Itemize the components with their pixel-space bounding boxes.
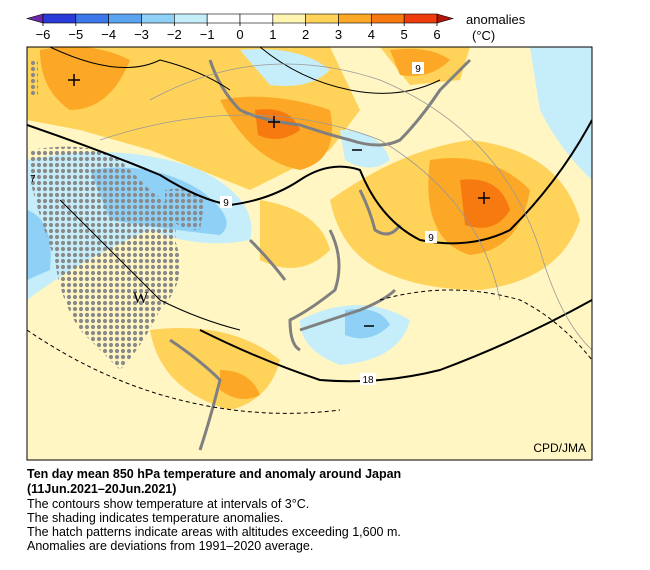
colorbar-tick-label: 6 — [433, 27, 440, 42]
caption-line: The hatch patterns indicate areas with a… — [27, 525, 401, 539]
colorbar-bin — [108, 13, 142, 24]
colorbar-tick-label: 0 — [236, 27, 243, 42]
colorbar-bin — [42, 13, 77, 24]
colorbar-tick-label: 5 — [401, 27, 408, 42]
caption-period: (11Jun.2021–20Jun.2021) — [27, 482, 176, 496]
coastline — [169, 58, 472, 451]
contour-label: 18 — [362, 375, 374, 386]
contour-label: 9 — [223, 198, 229, 209]
colorbar-tick-label: −3 — [134, 27, 149, 42]
contour-labels: 9 9 9 18 7 — [30, 62, 437, 386]
contour-label: 7 — [30, 174, 36, 185]
contour-label: 9 — [428, 233, 434, 244]
colorbar-bin — [174, 13, 208, 24]
colorbar-tick-label: −4 — [101, 27, 116, 42]
colorbar-bin — [403, 13, 438, 24]
contours — [27, 47, 592, 414]
map: 9 9 9 18 7 W CPD/JMA — [27, 47, 592, 460]
map-frame — [26, 46, 593, 461]
caption-title: Ten day mean 850 hPa temperature and ano… — [27, 467, 401, 481]
colorbar-tick-label: −6 — [36, 27, 51, 42]
colorbar-tick-label: 1 — [269, 27, 276, 42]
warm-shading-stronger — [255, 109, 510, 228]
high-terrain — [30, 146, 180, 370]
colorbar-bin — [239, 13, 274, 24]
contour-label: 9 — [415, 64, 421, 75]
caption-line: Anomalies are deviations from 1991–2020 … — [27, 539, 313, 553]
colorbar-tick-label: −2 — [167, 27, 182, 42]
credit: CPD/JMA — [533, 441, 586, 455]
colorbar-above — [436, 13, 455, 24]
high-altitude-label: W — [133, 290, 149, 307]
colorbar-bin — [371, 13, 405, 24]
colorbar-below — [25, 13, 44, 24]
colorbar-tick-label: −1 — [200, 27, 215, 42]
high-terrain — [30, 60, 38, 95]
colorbar-tick-label: 2 — [302, 27, 309, 42]
colorbar-bin — [305, 13, 339, 24]
caption-line: The contours show temperature at interva… — [27, 497, 309, 511]
caption-line: The shading indicates temperature anomal… — [27, 511, 283, 525]
high-terrain — [165, 188, 205, 230]
center-markers — [68, 74, 490, 327]
colorbar-bin — [272, 13, 306, 24]
colorbar-unit: (°C) — [472, 28, 495, 43]
colorbar-bin — [141, 13, 175, 24]
colorbar-bin — [75, 13, 109, 24]
colorbar-bin — [338, 13, 372, 24]
colorbar-bin — [206, 13, 241, 24]
colorbar-tick-label: −5 — [68, 27, 83, 42]
colorbar-label: anomalies — [466, 12, 526, 27]
colorbar-tick-label: 4 — [368, 27, 375, 42]
colorbar: −6 −5 −4 −3 −2 −1 0 1 2 3 4 5 6 — [25, 13, 455, 42]
colorbar-tick-label: 3 — [335, 27, 342, 42]
